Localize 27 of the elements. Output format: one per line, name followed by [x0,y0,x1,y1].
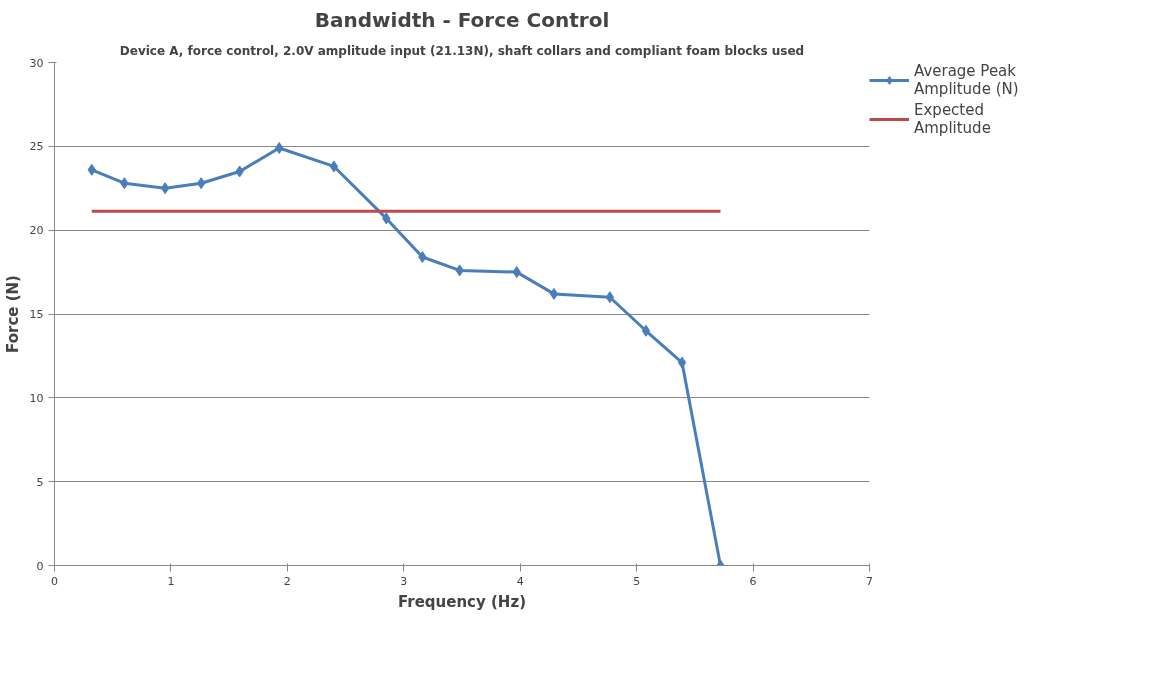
x-tick-label: 3 [400,574,408,588]
point [549,287,559,300]
y-tick-label: 30 [29,56,44,70]
y-tick-label: 15 [29,308,44,321]
point [329,160,339,173]
legend-label: Average Peak Amplitude (N) [914,62,1019,98]
point [641,324,651,337]
x-tick-label: 4 [516,574,524,588]
y-tick-label: 5 [36,475,44,489]
x-tick-label: 0 [51,574,58,588]
y-axis-title: Force (N) [3,275,22,353]
point [605,291,615,304]
legend-label: Expected Amplitude [914,101,991,137]
y-tick-label: 0 [36,559,44,573]
y-tick-label: 20 [29,224,44,238]
chart-title: Bandwidth - Force Control [314,7,610,32]
y-tick-label: 25 [29,140,44,154]
x-tick-label: 1 [167,574,175,588]
x-tick-label: 2 [283,574,291,588]
x-axis-title: Frequency (Hz) [397,592,527,611]
x-tick-label: 6 [749,574,757,588]
point [677,356,687,369]
point [160,182,170,195]
chart-subtitle: Device A, force control, 2.0V amplitude input (21.13N), shaft collars and compliant foam blocks used [119,43,805,58]
x-tick-label: 5 [633,574,641,588]
x-tick-label: 7 [866,574,873,588]
y-tick-label: 10 [29,391,44,405]
